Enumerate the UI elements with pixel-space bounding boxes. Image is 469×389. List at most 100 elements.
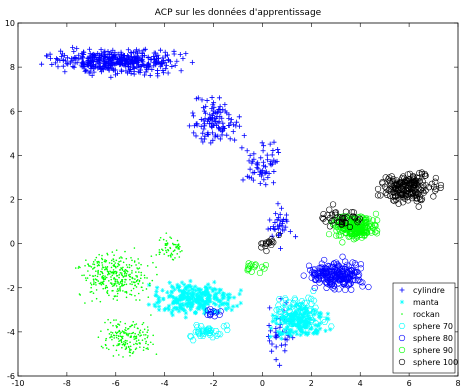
data-point	[213, 309, 218, 314]
series-sphere-80	[204, 253, 372, 320]
data-point	[196, 332, 204, 339]
data-point	[220, 120, 226, 126]
data-point	[155, 353, 158, 355]
data-point	[311, 284, 318, 292]
data-point	[185, 304, 190, 309]
data-point	[102, 347, 104, 349]
data-point	[200, 130, 206, 136]
data-point	[334, 261, 341, 268]
data-point	[327, 323, 335, 330]
data-point	[313, 327, 319, 332]
data-point	[124, 291, 126, 293]
data-point	[124, 341, 127, 344]
data-point	[117, 323, 119, 325]
data-point	[390, 176, 397, 183]
data-point	[323, 279, 330, 286]
data-point	[139, 335, 141, 337]
data-point	[81, 52, 87, 58]
data-point	[132, 331, 135, 334]
data-point	[289, 318, 294, 323]
data-point	[258, 173, 264, 179]
data-point	[93, 281, 95, 283]
data-point	[421, 170, 428, 178]
data-point	[102, 278, 105, 281]
data-point	[433, 185, 440, 193]
data-point	[100, 330, 102, 332]
data-point	[118, 264, 121, 266]
data-point	[129, 354, 131, 357]
data-point	[120, 340, 123, 342]
data-point	[106, 253, 109, 256]
data-point	[296, 315, 304, 322]
data-point	[145, 288, 148, 290]
data-point	[199, 290, 204, 295]
data-point	[104, 275, 106, 277]
data-point	[178, 256, 181, 258]
data-point	[156, 295, 162, 300]
data-point	[342, 258, 349, 265]
data-point	[212, 134, 218, 140]
data-point	[113, 278, 116, 280]
data-point	[303, 299, 310, 306]
data-point	[122, 266, 124, 269]
data-point	[354, 277, 361, 284]
data-point	[196, 301, 202, 306]
data-point	[111, 332, 114, 334]
data-point	[89, 265, 91, 267]
data-point	[273, 344, 279, 350]
data-point	[217, 308, 224, 315]
data-point	[93, 263, 96, 266]
data-point	[165, 251, 168, 254]
data-point	[167, 255, 170, 257]
data-point	[96, 262, 99, 264]
data-point	[275, 223, 281, 229]
data-point	[304, 321, 311, 328]
data-point	[326, 316, 331, 322]
data-point	[55, 64, 61, 70]
data-point	[392, 186, 399, 193]
data-point	[134, 323, 136, 326]
data-point	[107, 328, 109, 331]
data-point	[77, 267, 80, 269]
data-point	[164, 247, 167, 249]
y-tick-label: 4	[10, 151, 15, 160]
data-point	[117, 60, 123, 66]
data-point	[281, 295, 289, 302]
data-point	[320, 215, 327, 223]
data-point	[191, 299, 196, 304]
data-point	[90, 51, 96, 57]
data-point	[201, 303, 207, 308]
data-point	[162, 249, 164, 252]
data-point	[328, 263, 335, 270]
data-point	[385, 187, 392, 194]
data-point	[176, 253, 179, 255]
data-point	[305, 323, 313, 330]
data-point	[281, 323, 289, 330]
data-point	[111, 271, 114, 273]
data-point	[265, 238, 272, 245]
data-point	[307, 314, 315, 321]
data-point	[102, 283, 105, 285]
data-point	[155, 254, 158, 256]
data-point	[127, 274, 130, 276]
data-point	[115, 51, 121, 57]
data-point	[101, 266, 104, 268]
data-point	[83, 68, 89, 74]
data-point	[399, 182, 406, 189]
data-point	[308, 274, 315, 281]
data-point	[176, 297, 182, 302]
data-point	[87, 265, 90, 267]
data-point	[211, 308, 217, 313]
data-point	[116, 265, 119, 268]
data-point	[409, 189, 416, 197]
data-point	[146, 336, 149, 339]
data-point	[130, 335, 132, 337]
data-point	[152, 334, 154, 337]
data-point	[220, 295, 225, 301]
data-point	[303, 325, 308, 330]
data-point	[262, 239, 270, 246]
data-point	[133, 336, 135, 338]
data-point	[183, 301, 188, 307]
data-point	[207, 299, 212, 304]
